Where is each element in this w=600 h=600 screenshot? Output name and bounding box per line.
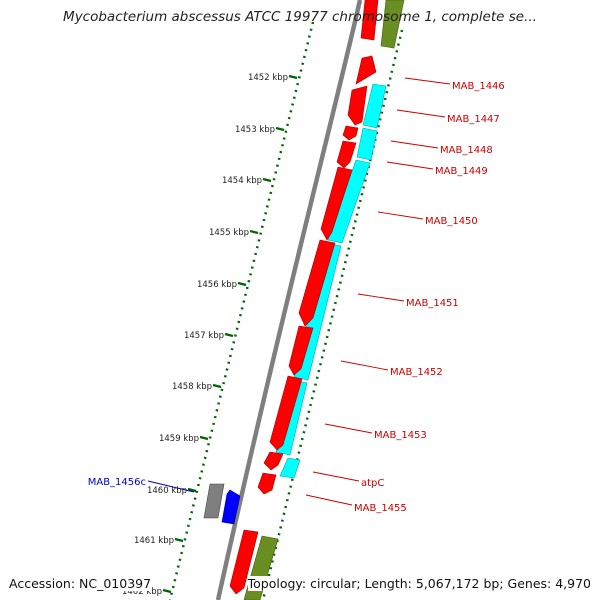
gene-label[interactable]: MAB_1447 — [447, 114, 500, 125]
gene-block[interactable] — [288, 325, 314, 376]
tick-label: 1460 kbp — [147, 486, 187, 496]
gene-label[interactable]: MAB_1446 — [452, 81, 505, 92]
tick-marks — [162, 74, 298, 594]
gene-label[interactable]: MAB_1456c — [88, 477, 146, 488]
tick-mark — [224, 332, 234, 338]
tick-mark — [162, 588, 172, 594]
map-labels: 1452 kbp 1453 kbp 1454 kbp 1455 kbp 1456 kbp… — [88, 73, 505, 597]
map-title: Mycobacterium abscessus ATCC 19977 chrom… — [63, 9, 537, 25]
gene-block[interactable] — [360, 0, 379, 41]
pseudo-block[interactable] — [203, 483, 225, 519]
tick-label: 1454 kbp — [222, 176, 262, 186]
gene-block[interactable] — [257, 472, 277, 495]
tick-mark — [275, 126, 285, 132]
tick-label: 1462 kbp — [122, 587, 162, 597]
tick-mark — [237, 281, 247, 287]
gene-label[interactable]: atpC — [361, 478, 384, 489]
accession-text: Accession: NC_010397 — [9, 576, 152, 591]
gene-label[interactable]: MAB_1452 — [390, 367, 443, 378]
tick-mark — [174, 537, 184, 543]
tick-label: 1461 kbp — [134, 536, 174, 546]
gene-block[interactable] — [355, 55, 377, 85]
tick-mark — [249, 229, 259, 235]
tick-label: 1453 kbp — [235, 125, 275, 135]
feature-track — [203, 0, 405, 600]
topology-summary: Topology: circular; Length: 5,067,172 bp… — [247, 576, 591, 591]
gene-block[interactable] — [342, 125, 359, 141]
tick-label: 1452 kbp — [248, 73, 288, 83]
backbone-ring — [215, 0, 363, 600]
tick-mark — [288, 74, 298, 80]
tick-mark — [262, 177, 272, 183]
tick-mark — [212, 383, 222, 389]
tick-label: 1457 kbp — [184, 331, 224, 341]
tick-label: 1455 kbp — [209, 228, 249, 238]
cds-block[interactable] — [279, 457, 301, 479]
gene-label[interactable]: MAB_1449 — [435, 166, 488, 177]
gene-block[interactable] — [298, 239, 336, 327]
gene-block[interactable] — [263, 451, 284, 471]
gene-block[interactable] — [347, 85, 368, 126]
gene-label[interactable]: MAB_1455 — [354, 503, 407, 514]
outer-tick-ring — [168, 21, 315, 600]
gene-label[interactable]: MAB_1448 — [440, 145, 493, 156]
gene-block[interactable] — [320, 166, 353, 241]
gene-label[interactable]: MAB_1451 — [406, 298, 459, 309]
rna-block[interactable] — [380, 0, 405, 49]
gene-label[interactable]: MAB_1453 — [374, 430, 427, 441]
label-leaders — [147, 77, 451, 506]
gene-label[interactable]: MAB_1450 — [425, 216, 478, 227]
gene-block[interactable] — [269, 375, 303, 451]
tick-mark — [187, 487, 197, 493]
tick-mark — [199, 435, 209, 441]
tick-label: 1459 kbp — [159, 434, 199, 444]
gene-block[interactable] — [229, 529, 259, 595]
tick-label: 1458 kbp — [172, 382, 212, 392]
tick-label: 1456 kbp — [197, 280, 237, 290]
reverse-gene-block[interactable] — [221, 489, 241, 525]
gene-block[interactable] — [336, 140, 357, 169]
cds-block[interactable] — [362, 83, 387, 129]
cds-block[interactable] — [356, 127, 378, 161]
